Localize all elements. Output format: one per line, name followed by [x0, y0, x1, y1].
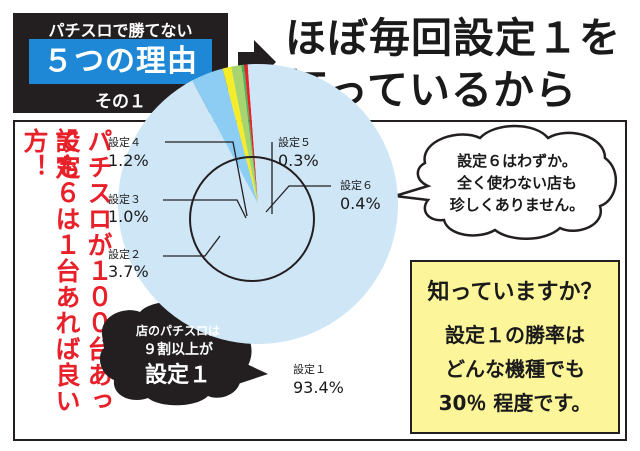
title-top-text: パチスロで勝てない: [48, 21, 193, 40]
right-arrow-icon: [238, 40, 276, 84]
callout-right-line-3: 珍しくありません。: [449, 196, 585, 214]
pie-slice-s1: [118, 63, 399, 344]
pie-group: [118, 63, 399, 344]
callout-right-bubble: [394, 124, 618, 240]
info-box: 知っていますか？ 設定１の勝率は どんな機種でも 30％ 程度です。: [410, 260, 620, 434]
callout-right-text: 設定６はわずか。 全く使わない店も 珍しくありません。: [432, 150, 602, 216]
vertical-text-column-2: 設定６は１台あれば良い方！: [20, 128, 81, 414]
info-box-body: 設定１の勝率は どんな機種でも 30％ 程度です。: [412, 318, 618, 420]
leader-line-s6: [265, 185, 331, 213]
label-s5-name: 設定５: [278, 135, 311, 149]
info-box-line-2: どんな機種でも: [445, 357, 585, 381]
pie-slice-s5: [241, 64, 258, 204]
label-s5-value: 0.3%: [278, 151, 319, 170]
leader-line-s4: [165, 141, 248, 217]
leader-line-s2: [163, 235, 221, 257]
callout-right-line-1: 設定６はわずか。: [457, 152, 577, 170]
info-box-line-1: 設定１の勝率は: [445, 323, 585, 347]
callout-right-line-2: 全く使わない店も: [456, 174, 577, 192]
callout-dark-line-2: ９割以上が: [143, 342, 213, 358]
label-s2-value: 3.7%: [108, 262, 149, 281]
label-s6-name: 設定６: [340, 178, 373, 192]
label-s3-name: 設定３: [108, 192, 141, 206]
callout-dark-line-1: 店のパチスロは: [135, 324, 220, 338]
label-s1-name: 設定１: [293, 362, 326, 376]
pie-slice-s2: [192, 68, 258, 204]
label-s4-value: 1.2%: [108, 151, 149, 170]
label-s2-name: 設定２: [108, 247, 141, 261]
callout-dark-line-3: 設定１: [144, 363, 211, 388]
title-box: パチスロで勝てない ５つの理由 その１: [13, 13, 228, 113]
label-s1-value: 93.4%: [293, 378, 344, 397]
title-sub-text: その１: [95, 92, 146, 112]
label-s3-value: 1.0%: [108, 207, 149, 226]
label-s6-value: 0.4%: [340, 194, 381, 213]
pie-slice-s4: [231, 64, 258, 204]
pie-slice-s3: [222, 66, 258, 205]
label-s4-name: 設定４: [108, 135, 141, 149]
headline-line-1: ほぼ毎回設定１を: [285, 14, 621, 62]
callout-dark-text: 店のパチスロは ９割以上が 設定１: [108, 322, 248, 391]
title-main-text: ５つの理由: [29, 39, 212, 84]
info-box-heading: 知っていますか？: [427, 280, 603, 305]
info-box-line-3: 30％ 程度です。: [438, 391, 592, 415]
leader-line-s3: [163, 199, 247, 219]
zoom-circle: [189, 156, 315, 282]
pie-slice-s6: [244, 64, 258, 204]
